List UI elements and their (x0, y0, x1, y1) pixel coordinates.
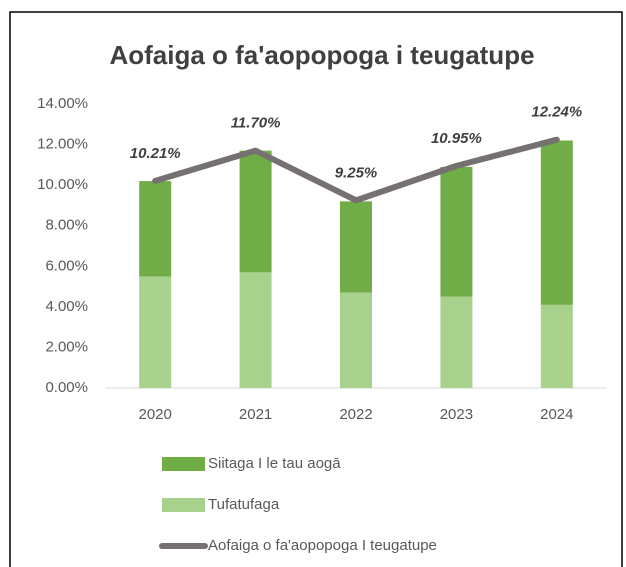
bar (540, 140, 573, 305)
bar (139, 276, 172, 388)
legend-label: Tufatufaga (208, 496, 280, 513)
legend-label: Siitaga I le tau aogā (208, 455, 341, 472)
legend-swatch (162, 457, 205, 471)
chart-title: Aofaiga o fa'aopopoga i teugatupe (109, 40, 534, 70)
data-label: 11.70% (231, 115, 281, 132)
chart-frame (9, 11, 623, 567)
data-label: 10.95% (431, 130, 482, 147)
bar (440, 166, 473, 297)
legend-swatch (162, 498, 205, 512)
x-tick-label: 2020 (139, 406, 172, 423)
y-tick-label: 10.00% (37, 176, 88, 193)
bar (340, 201, 372, 293)
x-tick-label: 2024 (540, 406, 573, 423)
y-tick-label: 8.00% (45, 217, 88, 234)
y-tick-label: 6.00% (45, 257, 88, 274)
bar (540, 304, 573, 388)
x-tick-label: 2021 (239, 406, 272, 423)
data-label: 12.24% (531, 104, 582, 121)
data-label: 10.21% (130, 145, 181, 162)
y-tick-label: 4.00% (45, 298, 88, 315)
legend-label: Aofaiga o fa'aopopoga I teugatupe (208, 537, 437, 554)
bar (239, 272, 272, 388)
bar (139, 181, 172, 277)
y-tick-label: 12.00% (37, 136, 88, 153)
y-tick-label: 14.00% (37, 95, 88, 112)
bar (239, 150, 272, 273)
y-tick-label: 2.00% (45, 338, 88, 355)
bar (340, 292, 372, 388)
x-tick-label: 2023 (440, 406, 473, 423)
x-tick-label: 2022 (339, 406, 372, 423)
line (152, 136, 560, 204)
y-tick-label: 0.00% (45, 379, 88, 396)
data-label: 9.25% (335, 164, 378, 181)
bar (440, 296, 473, 388)
